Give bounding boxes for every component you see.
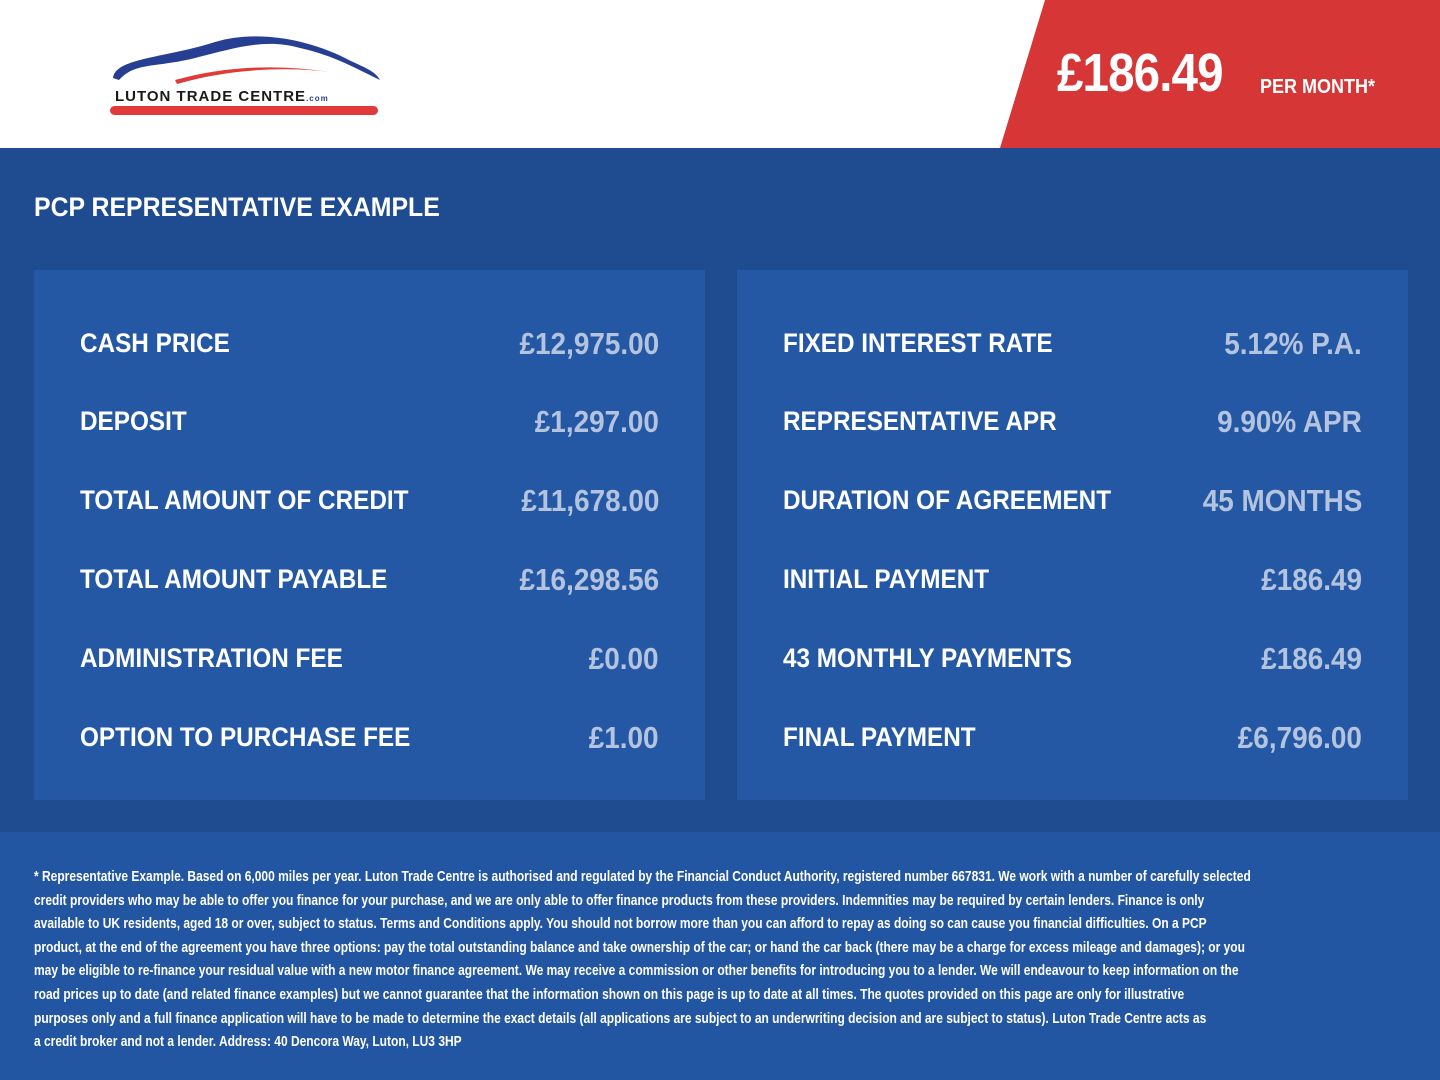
finance-value: £0.00	[589, 641, 659, 676]
logo-text: LUTON TRADE CENTRE.com	[115, 88, 329, 105]
per-month-label: PER MONTH*	[1260, 76, 1376, 98]
finance-row: ADMINISTRATION FEE £0.00	[80, 641, 659, 683]
finance-label: TOTAL AMOUNT OF CREDIT	[80, 485, 409, 515]
finance-row: INITIAL PAYMENT £186.49	[783, 562, 1362, 604]
finance-label: FIXED INTEREST RATE	[783, 328, 1053, 358]
finance-row: CASH PRICE £12,975.00	[80, 326, 659, 368]
finance-label: INITIAL PAYMENT	[783, 564, 990, 594]
finance-panel-left: CASH PRICE £12,975.00 DEPOSIT £1,297.00 TOTA…	[34, 270, 705, 800]
finance-value: 5.12% P.A.	[1224, 326, 1362, 361]
finance-label: 43 MONTHLY PAYMENTS	[783, 643, 1072, 673]
finance-value: 9.90% APR	[1217, 404, 1362, 439]
finance-row: OPTION TO PURCHASE FEE £1.00	[80, 720, 659, 762]
section-title: PCP REPRESENTATIVE EXAMPLE	[34, 192, 440, 222]
finance-value: £12,975.00	[519, 326, 659, 361]
finance-row: DEPOSIT £1,297.00	[80, 404, 659, 446]
car-silhouette-icon	[110, 36, 380, 115]
luton-trade-centre-logo[interactable]: LUTON TRADE CENTRE.com	[105, 28, 385, 120]
disclaimer-line: may be eligible to re-finance your resid…	[34, 962, 1239, 980]
finance-value: £186.49	[1261, 641, 1362, 676]
finance-value: £1.00	[589, 720, 659, 755]
finance-label: FINAL PAYMENT	[783, 722, 976, 752]
disclaimer-line: a credit broker and not a lender. Addres…	[34, 1033, 462, 1051]
finance-label: DEPOSIT	[80, 406, 187, 436]
finance-label: DURATION OF AGREEMENT	[783, 485, 1112, 515]
disclaimer-line: credit providers who may be able to offe…	[34, 891, 1205, 909]
disclaimer-line: road prices up to date (and related fina…	[34, 986, 1185, 1003]
finance-label: CASH PRICE	[80, 328, 230, 358]
disclaimer-line: purposes only and a full finance applica…	[34, 1009, 1207, 1027]
monthly-price-banner: £186.49 PER MONTH*	[1000, 0, 1440, 148]
finance-label: OPTION TO PURCHASE FEE	[80, 722, 411, 752]
finance-row: REPRESENTATIVE APR 9.90% APR	[783, 404, 1362, 446]
finance-value: £16,298.56	[519, 562, 659, 597]
finance-row: 43 MONTHLY PAYMENTS £186.49	[783, 641, 1362, 683]
monthly-price: £186.49	[1057, 43, 1223, 103]
finance-row: TOTAL AMOUNT OF CREDIT £11,678.00	[80, 483, 659, 525]
finance-value: 45 MONTHS	[1202, 483, 1362, 518]
header: LUTON TRADE CENTRE.com £186.49 PER MONTH…	[0, 0, 1440, 148]
finance-value: £186.49	[1261, 562, 1362, 597]
finance-row: FIXED INTEREST RATE 5.12% P.A.	[783, 326, 1362, 368]
finance-row: TOTAL AMOUNT PAYABLE £16,298.56	[80, 562, 659, 604]
disclaimer-footer: * Representative Example. Based on 6,000…	[0, 832, 1440, 1080]
disclaimer-line: available to UK residents, aged 18 or ov…	[34, 915, 1207, 933]
finance-label: TOTAL AMOUNT PAYABLE	[80, 564, 388, 594]
finance-value: £6,796.00	[1237, 720, 1362, 755]
disclaimer-line: * Representative Example. Based on 6,000…	[34, 868, 1251, 885]
disclaimer-line: product, at the end of the agreement you…	[34, 938, 1245, 956]
finance-value: £11,678.00	[520, 483, 659, 518]
finance-value: £1,297.00	[534, 404, 659, 439]
finance-label: ADMINISTRATION FEE	[80, 643, 343, 673]
finance-row: DURATION OF AGREEMENT 45 MONTHS	[783, 483, 1362, 525]
finance-panel-right: FIXED INTEREST RATE 5.12% P.A. REPRESENTAT…	[737, 270, 1408, 800]
finance-label: REPRESENTATIVE APR	[783, 406, 1057, 436]
finance-row: FINAL PAYMENT £6,796.00	[783, 720, 1362, 762]
